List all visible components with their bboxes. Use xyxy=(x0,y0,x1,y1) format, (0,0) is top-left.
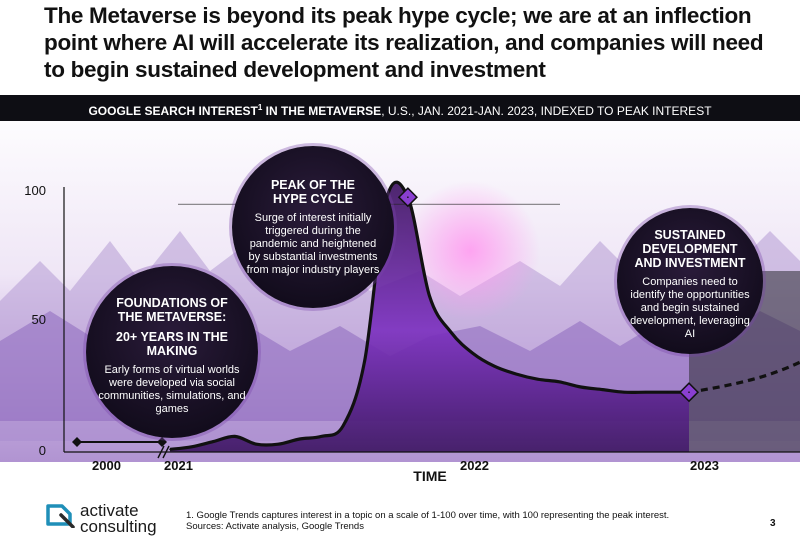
data-point xyxy=(407,196,409,198)
data-point xyxy=(255,443,258,446)
data-point xyxy=(212,440,215,443)
chart-title-bar: GOOGLE SEARCH INTEREST1 IN THE METAVERSE… xyxy=(0,95,800,121)
projection-line xyxy=(688,360,800,394)
x-tick-label: 2022 xyxy=(460,458,489,473)
x-tick-label: 2021 xyxy=(164,458,193,473)
peak-text: Surge of interest initially triggered du… xyxy=(246,212,380,276)
y-tick-label: 0 xyxy=(38,443,46,458)
data-point xyxy=(190,446,193,448)
foundations-heading-1: FOUNDATIONS OF xyxy=(116,296,228,310)
foundations-subheading: 20+ YEARS IN THE MAKING xyxy=(116,330,228,358)
slide-headline: The Metaverse is beyond its peak hype cy… xyxy=(44,3,764,82)
peak-heading-1: PEAK OF THE xyxy=(270,178,356,192)
data-point xyxy=(169,448,171,451)
page-number: 3 xyxy=(770,518,776,529)
chart-title-bold: GOOGLE SEARCH INTEREST xyxy=(88,104,258,118)
data-point xyxy=(580,386,582,388)
foundations-span-marker xyxy=(72,437,82,447)
axis-break-mark xyxy=(157,445,170,459)
data-point xyxy=(644,391,647,394)
data-point xyxy=(450,331,452,334)
foundations-annotation: FOUNDATIONS OF THE METAVERSE: 20+ YEARS … xyxy=(86,266,258,438)
sustained-text: Companies need to identify the opportuni… xyxy=(630,276,750,340)
sustained-heading-1: SUSTAINED xyxy=(654,228,726,242)
data-point xyxy=(234,435,236,438)
foundations-text: Early forms of virtual worlds were devel… xyxy=(98,364,246,415)
data-point xyxy=(320,435,323,438)
y-tick-label: 100 xyxy=(24,183,46,198)
data-point xyxy=(536,378,539,381)
foundations-heading-2: THE METAVERSE: xyxy=(117,310,227,324)
data-point xyxy=(428,295,431,297)
data-point xyxy=(471,352,474,354)
foundations-span-marker xyxy=(157,437,167,447)
series-area xyxy=(170,182,689,452)
data-point xyxy=(363,360,366,362)
chart-title-rest: , U.S., JAN. 2021-JAN. 2023, INDEXED TO … xyxy=(381,104,712,118)
data-point xyxy=(515,373,517,375)
data-point xyxy=(623,391,625,394)
peak-annotation: PEAK OF THE HYPE CYCLE Surge of interest… xyxy=(232,146,394,308)
activate-logo-icon xyxy=(46,504,75,528)
data-point xyxy=(277,443,279,446)
series-line xyxy=(169,180,689,451)
data-point xyxy=(342,425,344,427)
chart-title-footnote-mark: 1 xyxy=(257,103,263,112)
sustained-heading-3: AND INVESTMENT xyxy=(634,256,746,270)
logo-line-1: activate xyxy=(80,501,139,520)
x-tick-label: 2023 xyxy=(690,458,719,473)
company-logo-text: activate consulting xyxy=(80,501,157,536)
logo-line-2: consulting xyxy=(80,517,157,536)
data-point xyxy=(558,381,561,383)
footnote: 1. Google Trends captures interest in a … xyxy=(186,510,669,532)
chart-title-bold-2: IN THE METAVERSE xyxy=(262,104,382,118)
footnote-definition: 1. Google Trends captures interest in a … xyxy=(186,510,670,521)
y-tick-label: 50 xyxy=(31,312,46,327)
x-axis-label: TIME xyxy=(413,468,447,484)
footnote-sources: Sources: Activate analysis, Google Trend… xyxy=(186,521,364,532)
data-point xyxy=(688,391,690,394)
chart-marks xyxy=(63,180,800,459)
data-point xyxy=(493,365,496,367)
data-point xyxy=(601,388,604,391)
peak-heading-2: HYPE CYCLE xyxy=(273,192,353,206)
x-tick-label: 2000 xyxy=(92,458,121,473)
peak-glow xyxy=(400,181,540,321)
data-point xyxy=(666,391,669,394)
data-point xyxy=(298,438,301,440)
sustained-heading-2: DEVELOPMENT xyxy=(642,242,738,256)
sustained-annotation: SUSTAINED DEVELOPMENT AND INVESTMENT Com… xyxy=(617,208,763,354)
